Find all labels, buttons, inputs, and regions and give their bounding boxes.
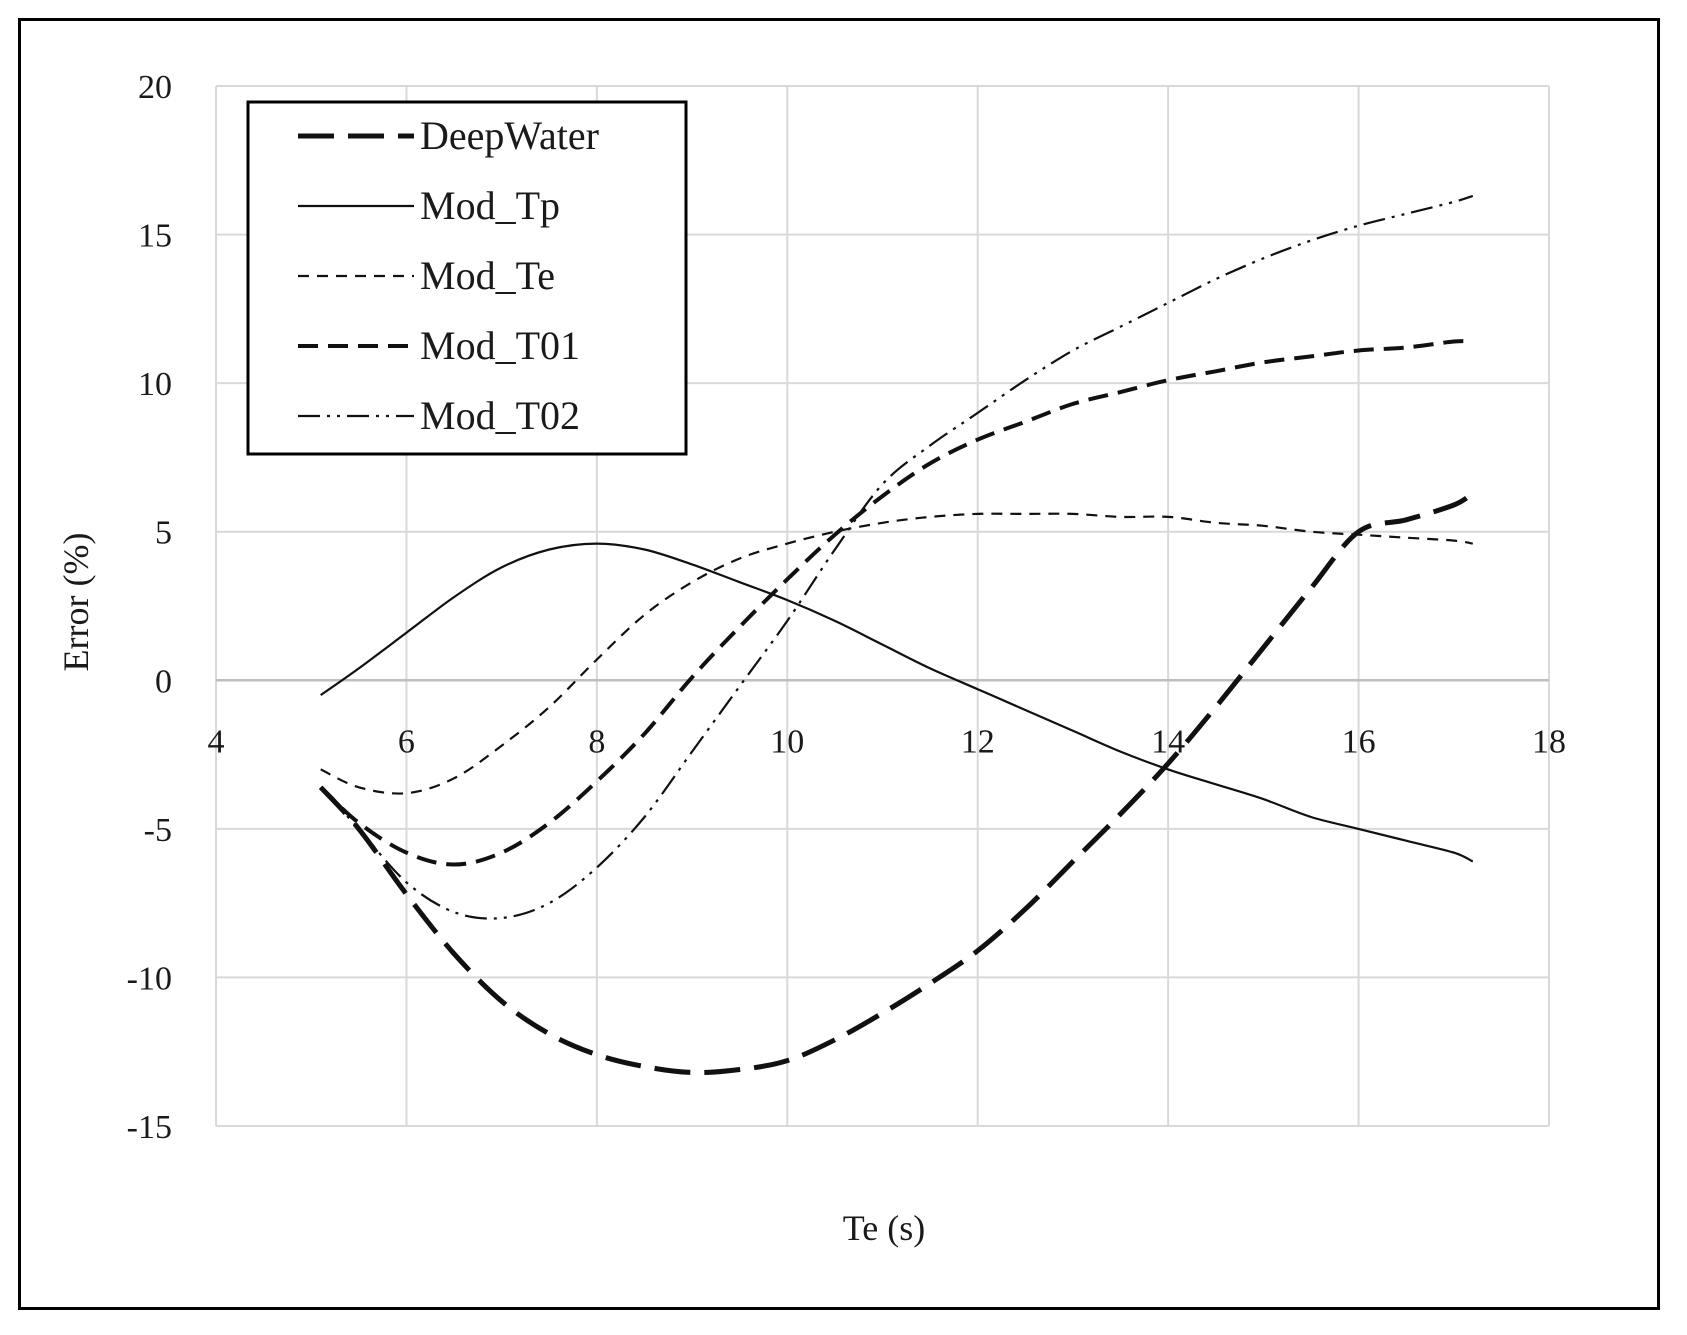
- y-tick-label: -10: [127, 960, 172, 997]
- y-tick-label: -15: [127, 1109, 172, 1146]
- x-tick-label: 4: [208, 723, 225, 760]
- y-tick-label: -5: [144, 812, 172, 849]
- series-line-mod-t02: [319, 194, 1474, 920]
- series-line-mod-t01: [319, 339, 1473, 867]
- y-tick-label: 0: [155, 663, 172, 700]
- series-lines: [318, 194, 1475, 1076]
- series-line-mod-te: [320, 512, 1473, 795]
- x-tick-label: 18: [1532, 723, 1566, 760]
- y-tick-label: 5: [155, 515, 172, 552]
- legend-label: Mod_Tp: [420, 183, 560, 228]
- legend-label: Mod_T01: [420, 323, 580, 368]
- legend-label: DeepWater: [420, 113, 599, 158]
- x-tick-label: 6: [398, 723, 415, 760]
- x-tick-label: 10: [770, 723, 804, 760]
- y-tick-label: 20: [138, 69, 172, 106]
- tick-labels: 4 6 8 10 12 14 16 18 20 15 10 5 0 -5 -10 -15: [127, 69, 1566, 1146]
- legend: DeepWater Mod_Tp Mod_Te Mod_T01 Mod_T02: [246, 100, 688, 456]
- series-line-deepwater: [318, 490, 1475, 1076]
- legend-box: [246, 100, 688, 456]
- x-tick-label: 16: [1342, 723, 1376, 760]
- y-tick-label: 15: [138, 218, 172, 255]
- legend-label: Mod_Te: [420, 253, 555, 298]
- series-line-mod-tp: [320, 542, 1474, 863]
- x-tick-label: 8: [588, 723, 605, 760]
- y-tick-label: 10: [138, 366, 172, 403]
- legend-label: Mod_T02: [420, 393, 580, 438]
- y-axis-title: Error (%): [56, 533, 96, 672]
- x-tick-label: 12: [961, 723, 995, 760]
- x-axis-title: Te (s): [843, 1208, 925, 1248]
- x-tick-label: 14: [1151, 723, 1185, 760]
